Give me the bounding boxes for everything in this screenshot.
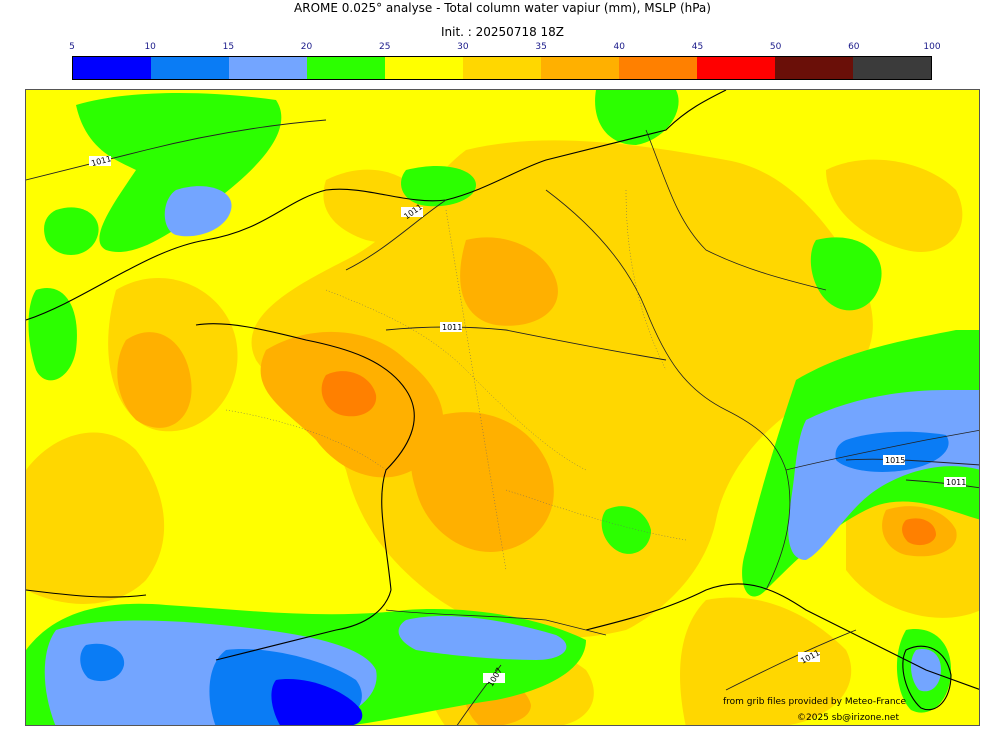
isobar-labels: 1011 1011 1011 1015 1011 1011 1007 [89,154,966,688]
map-title: AROME 0.025° analyse - Total column wate… [294,1,711,15]
colorbar-segment [619,57,697,79]
colorbar-segment [697,57,775,79]
colorbar-segment [463,57,541,79]
isobars [26,119,979,725]
colorbar-tick-label: 20 [300,42,313,52]
isobar-label: 1011 [946,478,966,487]
colorbar-tick-label: 40 [613,42,625,52]
colorbar-tick-label: 25 [378,42,391,52]
colorbar-segment [307,57,385,79]
colorbar-tick-label: 30 [457,42,469,52]
colorbar-segment [151,57,229,79]
init-time: Init. : 20250718 18Z [440,25,565,39]
colorbar-segment [73,57,151,79]
colorbar-tick-label: 15 [222,42,235,52]
colorbar-tick-label: 45 [691,42,704,52]
tcwv-field-15-20 [44,186,979,725]
colorbar-tick-label: 50 [769,42,782,52]
tcwv-field-5-10 [271,679,363,725]
isobar-label: 1015 [885,456,905,465]
weather-map: 1011 1011 1011 1015 1011 1011 1007 [25,89,980,726]
colorbar-segment [229,57,307,79]
colorbar-tick-label: 10 [144,42,156,52]
colorbar-tick-label: 35 [535,42,547,52]
country-borders [385,129,979,636]
colorbar-tick-label: 60 [848,42,860,52]
colorbar-segment [385,57,463,79]
copyright-credit: ©2025 sb@irizone.net [797,713,899,723]
region-borders [225,189,687,571]
isobar-label: 1011 [442,323,462,332]
colorbar-tick-label: 100 [923,42,941,52]
colorbar-legend [72,56,932,80]
data-source-credit: from grib files provided by Meteo-France [723,697,907,707]
tcwv-field-40-45 [321,371,936,546]
colorbar-segment [775,57,853,79]
colorbar-tick-label: 5 [69,42,75,52]
colorbar-segment [853,57,931,79]
colorbar-segment [541,57,619,79]
